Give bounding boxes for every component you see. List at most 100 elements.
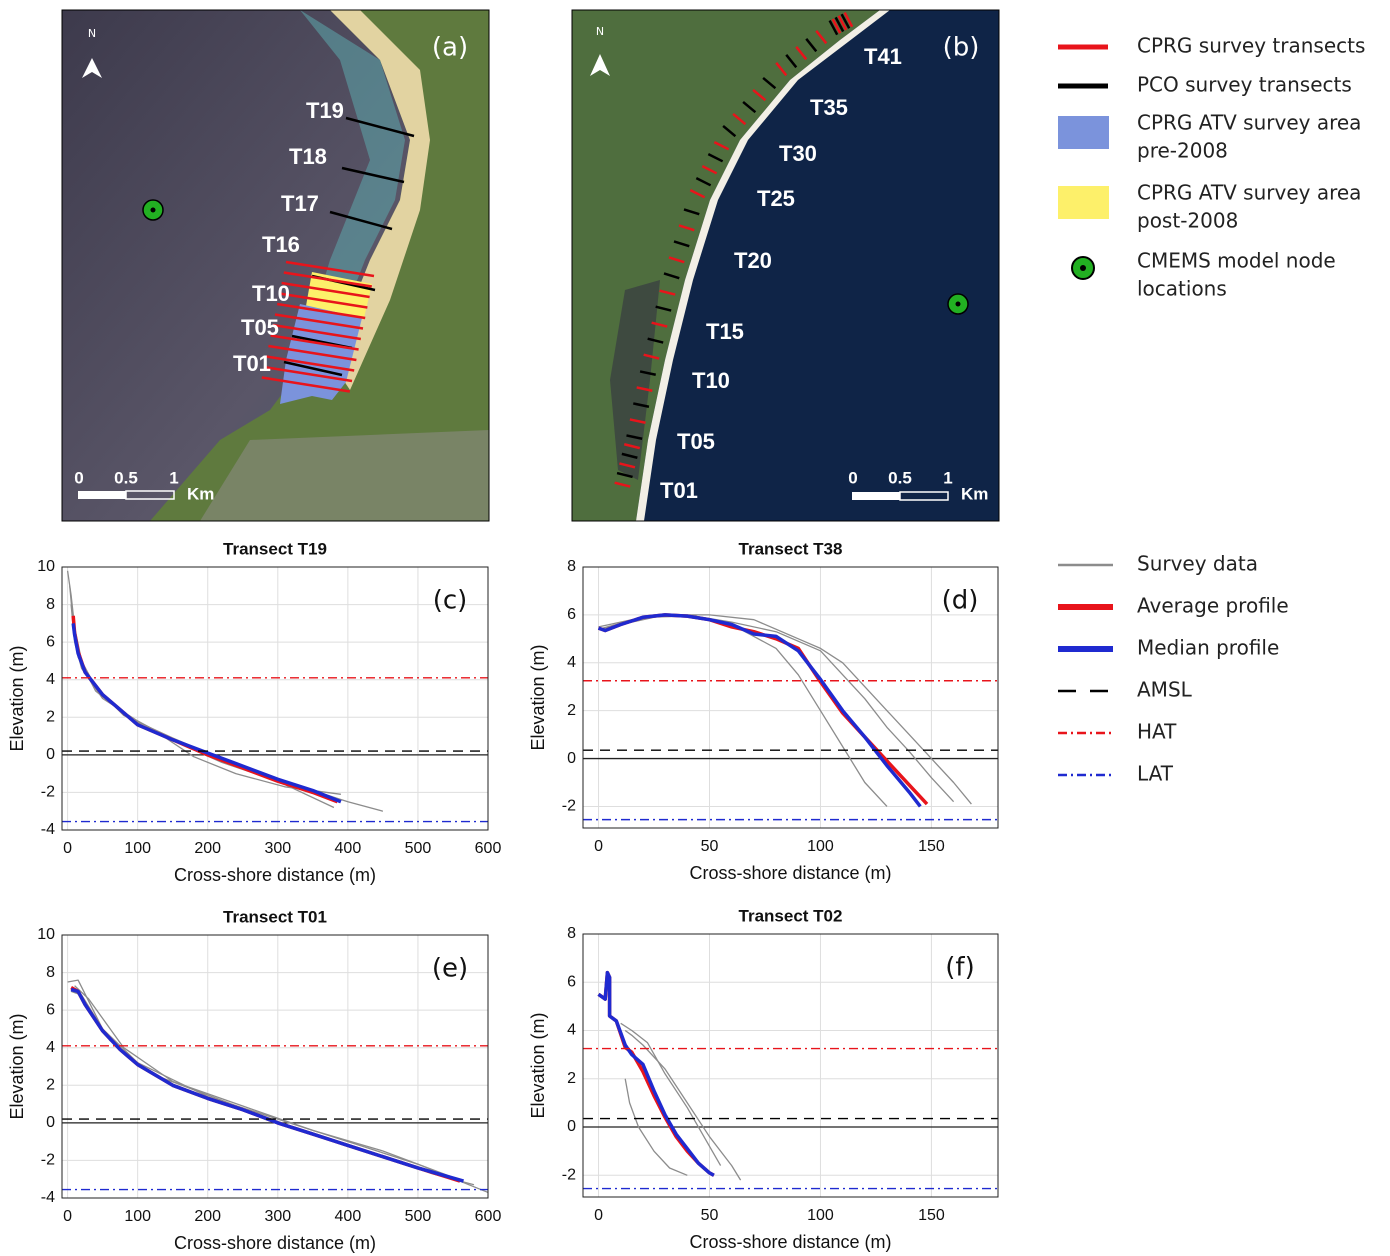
legend-label: CPRG ATV survey area (1137, 111, 1361, 135)
x-tick-label: 100 (807, 1207, 834, 1224)
transect (651, 321, 668, 328)
map-a: N (a) T19 T18 T17 T16 T10 T05 T01 0 0.5 … (62, 10, 489, 521)
legend-label: HAT (1137, 720, 1177, 744)
y-tick-label: 2 (46, 1077, 55, 1094)
y-tick-label: 2 (567, 702, 576, 719)
legend-label: locations (1137, 277, 1227, 301)
map-label: T01 (660, 478, 698, 503)
y-tick-label: 0 (46, 746, 55, 763)
plot-lines (62, 570, 488, 823)
y-tick-label: -2 (41, 784, 55, 801)
transect (619, 462, 636, 469)
transect (840, 13, 851, 29)
map-b: N (b) T41 T35 T30 T25 T20 T15 T10 T05 T0… (572, 10, 999, 521)
transect (785, 54, 798, 69)
panel-label: (c) (433, 586, 468, 616)
y-axis-label: Elevation (m) (7, 1013, 27, 1119)
north-arrow (590, 54, 610, 76)
transect (722, 124, 737, 138)
x-tick-label: 50 (701, 1207, 719, 1224)
legend-label: CPRG survey transects (1137, 34, 1365, 58)
axes-frame (582, 566, 999, 829)
y-tick-label: 6 (46, 633, 55, 650)
legend-label: CPRG ATV survey area (1137, 181, 1361, 205)
transect (277, 302, 366, 320)
transect (636, 386, 653, 392)
legend-label: post-2008 (1137, 209, 1238, 233)
transect (695, 177, 712, 187)
profile-line (70, 987, 464, 1183)
transect (678, 224, 695, 232)
transect (701, 165, 718, 175)
plot-lines (583, 970, 998, 1190)
survey-line (620, 1022, 722, 1166)
x-tick-label: 300 (264, 1208, 291, 1225)
transects-b (614, 11, 854, 488)
panel-label: (b) (943, 33, 980, 63)
map-label: T20 (734, 248, 772, 273)
x-tick-label: 600 (475, 1208, 502, 1225)
legend-label: PCO survey transects (1137, 73, 1352, 97)
x-tick-label: 50 (701, 838, 719, 855)
legend-label: LAT (1137, 762, 1174, 786)
y-tick-label: 8 (567, 558, 576, 575)
scale-bar (125, 490, 175, 500)
transect (732, 112, 747, 126)
map-label: T17 (281, 191, 319, 216)
panel-label: (e) (432, 954, 468, 984)
x-tick-label: 400 (335, 840, 362, 857)
chart-title: Transect T02 (739, 906, 843, 925)
plot-lines (62, 979, 488, 1194)
y-tick-label: 8 (567, 925, 576, 942)
transect (834, 16, 845, 33)
map-frame (61, 9, 490, 522)
y-tick-label: 0 (567, 750, 576, 767)
x-tick-label: 200 (194, 840, 221, 857)
map-label: T15 (706, 319, 744, 344)
x-tick-label: 0 (63, 1208, 72, 1225)
plot-lines (583, 613, 998, 821)
chart: 0 100 200 300 400 500 600 -4 -2 0 2 4 6 8 10 Transect T… (7, 907, 502, 1252)
survey-line (624, 1029, 742, 1181)
x-tick-label: 0 (63, 840, 72, 857)
transect (828, 20, 839, 36)
transect (261, 376, 350, 393)
y-axis-label: Elevation (m) (528, 1012, 548, 1118)
transect (762, 76, 777, 90)
x-axis-label: Cross-shore distance (m) (689, 1232, 891, 1252)
plot-area (583, 934, 998, 1197)
panel-label: (a) (432, 33, 468, 63)
lagoon (610, 280, 660, 480)
scale-label: 0 (74, 468, 83, 487)
scale-label: 0.5 (114, 468, 138, 487)
y-tick-label: 8 (46, 964, 55, 981)
y-tick-label: 8 (46, 596, 55, 613)
map-label: T30 (779, 141, 817, 166)
legend-label: CMEMS model node (1137, 249, 1336, 273)
beach (330, 10, 430, 390)
transect (668, 256, 685, 264)
transect (752, 88, 767, 102)
plot-area (62, 567, 488, 830)
transect (643, 353, 660, 360)
y-tick-label: 10 (37, 558, 55, 575)
x-axis-label: Cross-shore distance (m) (174, 865, 376, 885)
map-label: T16 (262, 232, 300, 257)
transect (279, 292, 368, 309)
x-tick-label: 100 (124, 840, 151, 857)
transect (815, 30, 828, 45)
y-tick-label: 4 (46, 671, 55, 688)
map-label: T18 (289, 144, 327, 169)
survey-line (74, 985, 454, 1178)
y-tick-label: 6 (567, 973, 576, 990)
legend-label: pre-2008 (1137, 139, 1228, 163)
map-frame (571, 9, 1000, 522)
land (572, 10, 880, 521)
transect (629, 418, 646, 424)
transect (742, 100, 757, 114)
y-tick-label: 0 (46, 1114, 55, 1131)
axes-frame (61, 566, 489, 831)
cprg-transects (261, 260, 375, 393)
chart: 0 50 100 150 -2 0 2 4 6 8 Transect T02 (f) Cross-sho… (528, 906, 999, 1252)
